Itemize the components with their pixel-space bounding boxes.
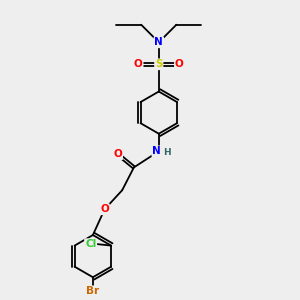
Text: H: H (163, 148, 171, 157)
Text: N: N (154, 37, 163, 47)
Text: O: O (113, 149, 122, 159)
Text: Br: Br (86, 286, 99, 296)
Text: O: O (175, 59, 184, 69)
Text: O: O (134, 59, 143, 69)
Text: Cl: Cl (85, 239, 96, 249)
Text: N: N (152, 146, 161, 156)
Text: O: O (100, 204, 109, 214)
Text: S: S (155, 59, 163, 69)
